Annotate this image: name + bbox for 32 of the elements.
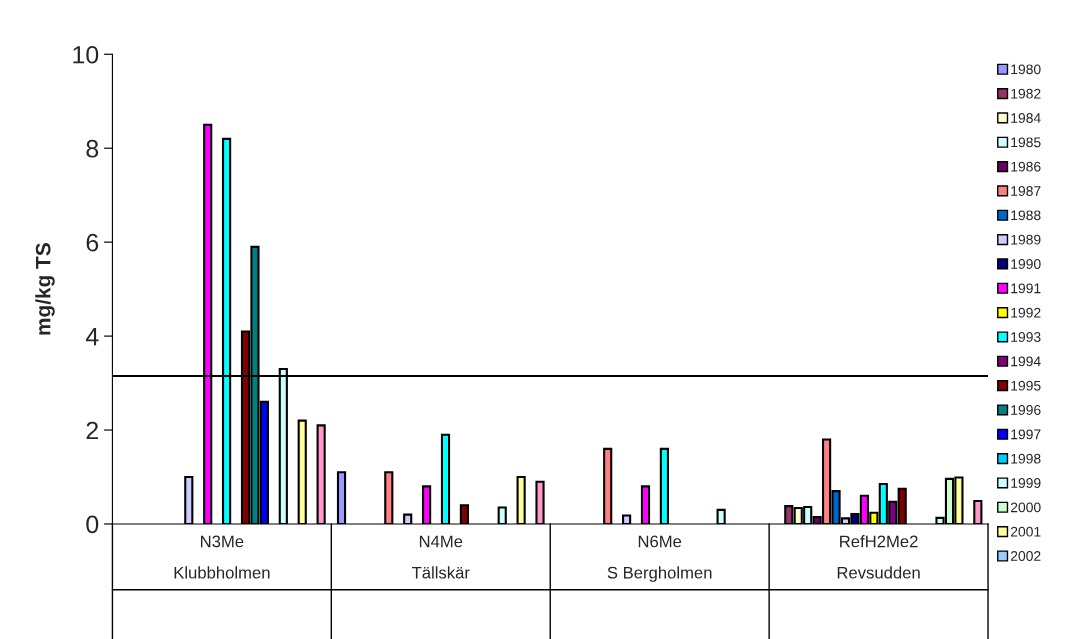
y-tick-label: 6 [86,233,99,252]
legend-label: 1988 [1011,210,1041,221]
legend-label: 1985 [1011,137,1041,148]
legend-label: 1995 [1011,380,1041,391]
legend-label: 1991 [1011,283,1041,294]
legend-label: 1998 [1011,453,1041,464]
x-tick-label: N3Me Klubbholmen [174,535,270,579]
legend-label: 1992 [1011,307,1041,318]
legend-label: 1994 [1011,356,1041,367]
legend-label: 2002 [1010,551,1041,561]
y-tick-label: 2 [86,421,98,440]
legend-label: 1982 [1011,88,1041,99]
legend-label: 1990 [1011,259,1041,269]
legend-label: 1993 [1011,332,1041,342]
legend-label: 1996 [1011,405,1041,415]
legend-label: 1999 [1011,478,1041,488]
y-tick-label: 10 [73,45,99,64]
x-tick-label: N6Me S Bergholmen [607,535,712,582]
x-tick-label: RefH2Me2 Revsudden [837,535,920,579]
legend-label: 1980 [1011,64,1041,75]
y-axis-title: mg/kg TS [35,243,55,335]
legend-label: 2001 [1010,526,1041,537]
y-tick-label: 4 [85,327,99,346]
legend-label: 1984 [1011,113,1041,123]
y-tick-label: 8 [86,139,99,158]
legend-label: 2000 [1010,502,1041,513]
legend-label: 1986 [1011,161,1041,172]
legend-label: 1987 [1011,186,1041,196]
x-tick-label: N4Me Tällskär [411,535,470,579]
y-tick-label: 0 [86,515,99,534]
legend-label: 1989 [1011,234,1041,245]
legend-label: 1997 [1011,429,1041,440]
